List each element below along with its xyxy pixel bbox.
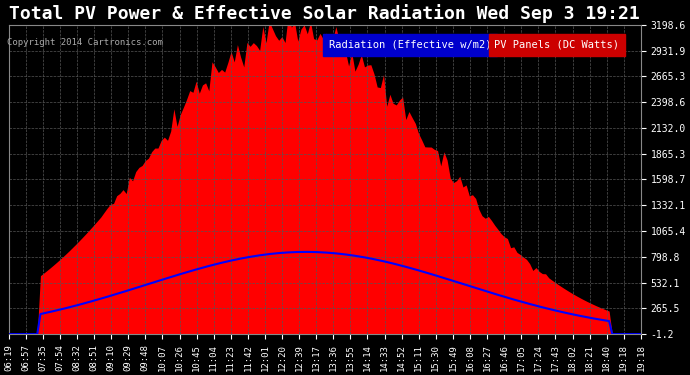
Legend: Radiation (Effective w/m2), PV Panels (DC Watts): Radiation (Effective w/m2), PV Panels (D… [325, 36, 623, 54]
Title: Total PV Power & Effective Solar Radiation Wed Sep 3 19:21: Total PV Power & Effective Solar Radiati… [10, 4, 640, 23]
Text: Copyright 2014 Cartronics.com: Copyright 2014 Cartronics.com [7, 38, 163, 47]
